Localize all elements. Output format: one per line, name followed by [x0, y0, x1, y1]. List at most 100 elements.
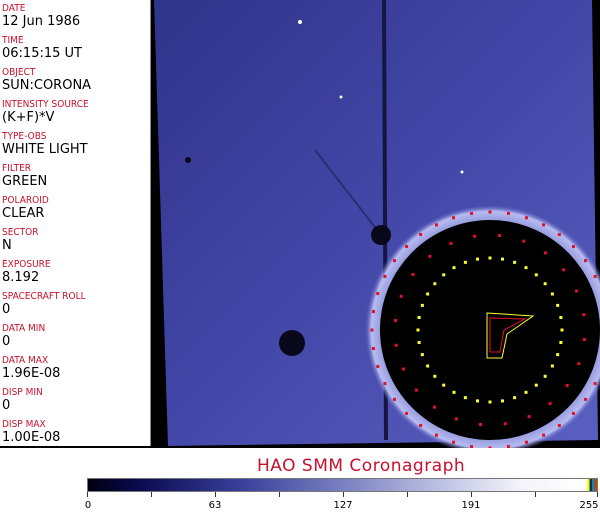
- marker-red: [506, 211, 510, 215]
- marker-yellow: [417, 315, 421, 319]
- marker-red: [593, 274, 597, 278]
- marker-red: [399, 294, 403, 298]
- marker-red: [524, 216, 528, 220]
- marker-yellow: [560, 328, 564, 332]
- field-polaroid: POLAROID CLEAR: [2, 195, 54, 221]
- marker-red: [470, 445, 474, 448]
- marker-red: [419, 423, 423, 427]
- label: INTENSITY SOURCE: [2, 99, 89, 110]
- marker-red: [434, 223, 438, 227]
- marker-yellow: [416, 328, 420, 332]
- marker-red: [433, 405, 437, 409]
- markers: [370, 210, 597, 448]
- value: 06:15:15 UT: [2, 46, 82, 61]
- marker-red: [371, 346, 375, 350]
- marker-red: [401, 367, 405, 371]
- value: GREEN: [2, 174, 48, 189]
- tick: [471, 492, 472, 497]
- value: 0: [2, 302, 11, 317]
- marker-yellow: [488, 400, 492, 404]
- marker-red: [565, 383, 569, 387]
- marker-yellow: [501, 399, 505, 403]
- field-intensity-source: INTENSITY SOURCE (K+F)*V: [2, 99, 98, 125]
- star: [298, 20, 302, 24]
- marker-yellow: [417, 341, 421, 345]
- marker-red: [419, 233, 423, 237]
- marker-red: [542, 433, 546, 437]
- footer: HAO SMM Coronagraph 0 63 127 191 255: [0, 448, 600, 512]
- marker-yellow: [433, 282, 437, 286]
- label: POLAROID: [2, 195, 49, 206]
- star: [339, 95, 343, 99]
- label: TIME: [2, 35, 24, 46]
- marker-red: [557, 233, 561, 237]
- marker-red: [571, 411, 575, 415]
- marker-yellow: [463, 260, 467, 264]
- marker-yellow: [559, 315, 563, 319]
- marker-yellow: [534, 383, 538, 387]
- marker-red: [527, 415, 531, 419]
- coronagraph-image: [152, 0, 600, 448]
- marker-red: [506, 445, 510, 448]
- label: FILTER: [2, 163, 32, 174]
- tick: [87, 492, 88, 497]
- marker-red: [473, 234, 477, 238]
- label: DATA MIN: [2, 323, 46, 334]
- star: [460, 170, 464, 174]
- tick-label: 127: [333, 500, 353, 511]
- marker-red: [542, 223, 546, 227]
- region-outline-inner: [489, 317, 527, 353]
- marker-yellow: [442, 273, 446, 277]
- marker-yellow: [543, 282, 547, 286]
- marker-yellow: [475, 399, 479, 403]
- field-object: OBJECT SUN:CORONA: [2, 67, 91, 93]
- marker-red: [543, 251, 547, 255]
- marker-yellow: [524, 266, 528, 270]
- value: 1.00E-08: [2, 430, 61, 445]
- marker-red: [583, 259, 587, 263]
- field-filter: FILTER GREEN: [2, 163, 47, 189]
- marker-red: [454, 417, 458, 421]
- marker-red: [582, 313, 586, 317]
- value: SUN:CORONA: [2, 78, 92, 93]
- marker-red: [562, 268, 566, 272]
- spot: [371, 225, 391, 245]
- marker-red: [583, 397, 587, 401]
- tick-label: 63: [208, 500, 222, 511]
- tick: [407, 492, 408, 497]
- marker-red: [449, 241, 453, 245]
- marker-red: [548, 402, 552, 406]
- label: OBJECT: [2, 67, 36, 78]
- marker-red: [393, 259, 397, 263]
- marker-yellow: [534, 273, 538, 277]
- marker-red: [405, 411, 409, 415]
- marker-yellow: [442, 383, 446, 387]
- value: 1.96E-08: [2, 366, 61, 381]
- label: SPACECRAFT ROLL: [2, 291, 86, 302]
- tick: [279, 492, 280, 497]
- marker-yellow: [463, 396, 467, 400]
- marker-red: [488, 210, 492, 214]
- label: EXPOSURE: [2, 259, 51, 270]
- marker-red: [479, 423, 483, 427]
- marker-red: [383, 382, 387, 386]
- field-data-max: DATA MAX 1.96E-08: [2, 355, 60, 381]
- tick-label: 255: [579, 500, 599, 511]
- marker-yellow: [556, 303, 560, 307]
- tick: [343, 492, 344, 497]
- field-disp-max: DISP MAX 1.00E-08: [2, 419, 60, 445]
- marker-yellow: [550, 292, 554, 296]
- value: 8.192: [2, 270, 40, 285]
- marker-red: [405, 245, 409, 249]
- marker-red: [488, 446, 492, 448]
- marker-yellow: [559, 341, 563, 345]
- marker-red: [370, 328, 374, 332]
- label: SECTOR: [2, 227, 39, 238]
- marker-red: [452, 440, 456, 444]
- tick-label: 191: [461, 500, 481, 511]
- marker-yellow: [556, 353, 560, 357]
- marker-red: [428, 254, 432, 258]
- marker-red: [571, 245, 575, 249]
- field-sector: SECTOR N: [2, 227, 43, 253]
- marker-yellow: [426, 364, 430, 368]
